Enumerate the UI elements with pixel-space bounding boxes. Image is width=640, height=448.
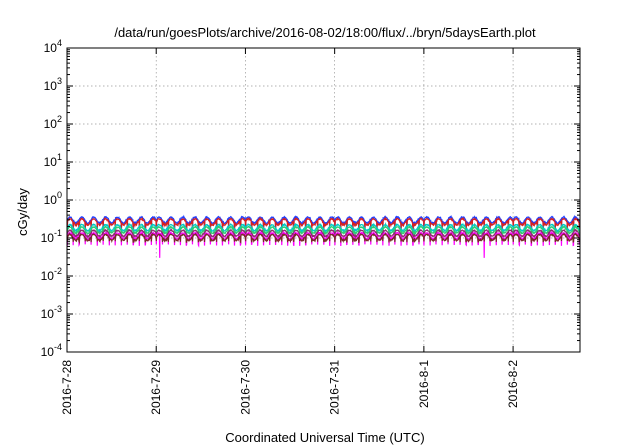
y-tick-label: 10-4 [41, 342, 62, 359]
x-axis-label: Coordinated Universal Time (UTC) [225, 430, 424, 445]
series-line [66, 214, 581, 233]
y-axis-label: cGy/day [15, 188, 30, 236]
x-axis: 2016-7-28 2016-7-29 2016-7-30 2016-7-31 2016… [60, 48, 520, 415]
series-line [66, 224, 581, 239]
x-tick-label: 2016-8-2 [506, 360, 520, 408]
x-tick-label: 2016-7-29 [149, 360, 163, 415]
y-tick-label: 10-1 [41, 228, 62, 245]
grid [67, 48, 580, 352]
series-line [66, 232, 581, 245]
y-tick-label: 10-3 [41, 304, 62, 321]
y-axis: 10-4 10-3 10-2 10-1 100 101 102 103 104 [41, 38, 580, 359]
x-tick-label: 2016-7-30 [238, 360, 252, 415]
x-tick-label: 2016-7-31 [328, 360, 342, 415]
y-tick-label: 10-2 [41, 266, 62, 283]
y-tick-label: 104 [44, 38, 62, 55]
y-tick-label: 102 [44, 114, 62, 131]
series-line [66, 221, 581, 239]
chart-title: /data/run/goesPlots/archive/2016-08-02/1… [114, 25, 536, 40]
series-group [66, 214, 581, 258]
x-tick-label: 2016-7-28 [60, 360, 74, 415]
y-tick-label: 100 [44, 190, 62, 207]
y-tick-label: 101 [44, 152, 62, 169]
y-tick-label: 103 [44, 76, 62, 93]
series-line [66, 228, 581, 243]
x-tick-label: 2016-8-1 [417, 360, 431, 408]
series-line [66, 216, 581, 233]
